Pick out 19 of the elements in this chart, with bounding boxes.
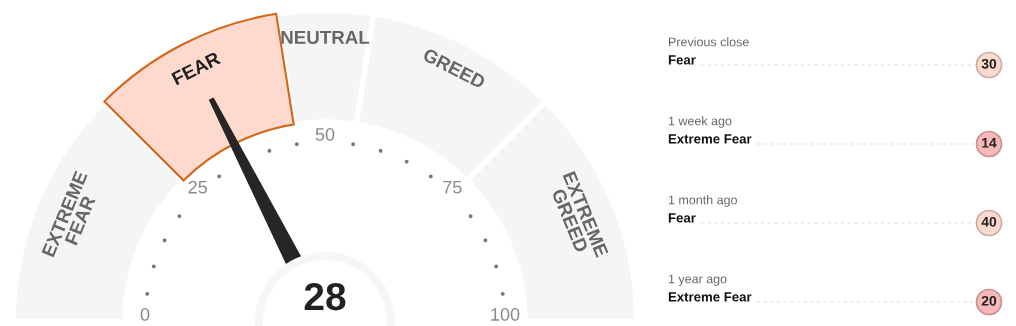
text: 25 [188, 180, 208, 194]
text: 40 [981, 216, 997, 227]
text: 0 [140, 308, 150, 321]
slice-label: NEUTRAL [281, 30, 370, 45]
text: 14 [982, 138, 997, 148]
text: 28 [304, 282, 346, 311]
text: 1 week ago [668, 116, 732, 128]
text: Extreme Fear [668, 134, 752, 144]
text: 1 month ago [668, 195, 737, 207]
text: 30 [981, 58, 997, 69]
text: 20 [981, 295, 997, 306]
text: Fear [668, 55, 696, 65]
text: 50 [315, 128, 335, 141]
text: 1 year ago [668, 274, 727, 286]
text: Extreme Fear [668, 292, 752, 302]
text: 75 [443, 180, 462, 194]
text: Previous close [669, 37, 749, 47]
text: 100 [491, 308, 520, 321]
text: Fear [668, 213, 696, 223]
